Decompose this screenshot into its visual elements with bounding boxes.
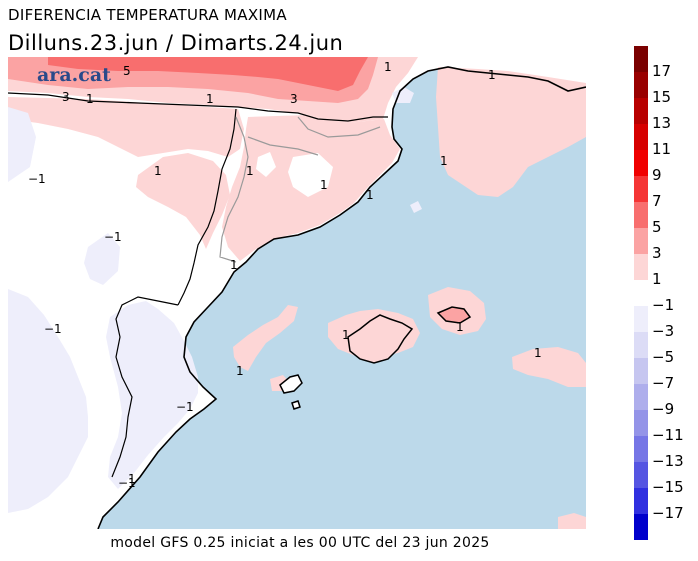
legend-tick-label: −17	[652, 504, 684, 522]
island-menorca	[436, 306, 472, 324]
legend-tick-label: −15	[652, 478, 684, 496]
contour-label: 1	[236, 364, 244, 378]
legend-tick-label: 1	[652, 270, 662, 288]
warm-sea-1	[233, 305, 298, 371]
contour-label: 1	[366, 188, 374, 202]
contour-label: −1	[118, 476, 136, 490]
legend-swatch	[634, 98, 648, 124]
legend-tick-label: −3	[652, 322, 675, 340]
coastline	[97, 66, 586, 529]
island-mallorca	[347, 314, 414, 364]
contour-label: 1	[154, 164, 162, 178]
legend-tick-label: −1	[652, 296, 675, 314]
legend-swatch	[634, 462, 648, 488]
land-gap-1	[288, 153, 333, 197]
contour-label: 1	[86, 92, 94, 106]
legend-swatch	[634, 410, 648, 436]
color-legend: 17 15 13 11 9 7 5 3 1 −1 −3 −5 −7 −9 −11 −13 −15 −17	[634, 46, 698, 540]
model-run-caption: model GFS 0.25 iniciat a les 00 UTC del …	[110, 535, 490, 551]
contour-label: 1	[206, 92, 214, 106]
legend-tick-label: 15	[652, 88, 672, 106]
border-catalonia-aragon	[177, 108, 237, 306]
legend-tick-label: 13	[652, 114, 672, 132]
legend-swatch	[634, 176, 648, 202]
legend-tick-label: 11	[652, 140, 672, 158]
legend-tick-label: −11	[652, 426, 684, 444]
contour-label: 1	[230, 258, 238, 272]
cool-zone-2	[8, 289, 88, 513]
warm-sea-4	[512, 347, 586, 387]
warm-sea-6	[558, 513, 586, 529]
chart-title: DIFERENCIA TEMPERATURA MAXIMA	[8, 6, 287, 24]
cool-sea-2	[410, 201, 422, 213]
warm-zone-north	[8, 97, 244, 157]
legend-tick-label: 5	[652, 218, 662, 236]
contour-label: 1	[342, 328, 350, 342]
contour-label: 3	[290, 92, 298, 106]
contour-label: 3	[62, 90, 70, 104]
contour-label: 1	[128, 472, 136, 486]
legend-swatch	[634, 488, 648, 514]
contour-label: 1	[456, 320, 464, 334]
contour-label: 1	[440, 154, 448, 168]
warm-zone-west	[136, 153, 230, 249]
warm-zone-france-5	[48, 57, 368, 91]
contour-label: 1	[488, 68, 496, 82]
contour-label: −1	[176, 400, 194, 414]
legend-tick-label: −7	[652, 374, 675, 392]
legend-tick-label: 9	[652, 166, 662, 184]
border-france-spain	[8, 92, 388, 122]
legend-tick-label: −9	[652, 400, 675, 418]
legend-swatch	[634, 46, 648, 72]
legend-swatch	[634, 384, 648, 410]
legend-swatch	[634, 72, 648, 98]
cool-zone-1	[84, 233, 120, 285]
warm-sea-east	[436, 67, 586, 197]
temperature-difference-map: 5 1 3 1 1 3 1 1 1 1 1 1 1 1 1 1 1 1 −1 −…	[8, 57, 586, 529]
contour-label: −1	[28, 172, 46, 186]
contour-label: 1	[320, 178, 328, 192]
land-gap-2	[256, 152, 276, 177]
legend-swatch	[634, 514, 648, 540]
legend-swatch	[634, 150, 648, 176]
legend-tick-label: −5	[652, 348, 675, 366]
cool-zone-3	[106, 301, 198, 489]
island-ibiza	[279, 374, 303, 394]
border-valencia-aragon	[111, 296, 179, 478]
legend-swatch	[634, 306, 648, 332]
contour-label: −1	[104, 230, 122, 244]
legend-tick-label: 17	[652, 62, 672, 80]
legend-tick-label: 7	[652, 192, 662, 210]
legend-swatch	[634, 358, 648, 384]
legend-tick-label: 3	[652, 244, 662, 262]
contour-label: 1	[384, 60, 392, 74]
island-formentera	[291, 400, 301, 410]
border-provincial	[219, 116, 381, 263]
contour-label: 1	[246, 164, 254, 178]
legend-swatch	[634, 202, 648, 228]
legend-swatch	[634, 332, 648, 358]
legend-swatch	[634, 436, 648, 462]
contour-label: 5	[123, 64, 131, 78]
legend-swatch	[634, 124, 648, 150]
legend-swatch	[634, 228, 648, 254]
date-range-subtitle: Dilluns.23.jun / Dimarts.24.jun	[8, 31, 344, 55]
legend-tick-label: −13	[652, 452, 684, 470]
contour-label: 1	[534, 346, 542, 360]
legend-swatch	[634, 254, 648, 280]
contour-label: −1	[44, 322, 62, 336]
ara-cat-logo: ara.cat	[37, 64, 111, 86]
cool-zone-west	[8, 107, 36, 182]
